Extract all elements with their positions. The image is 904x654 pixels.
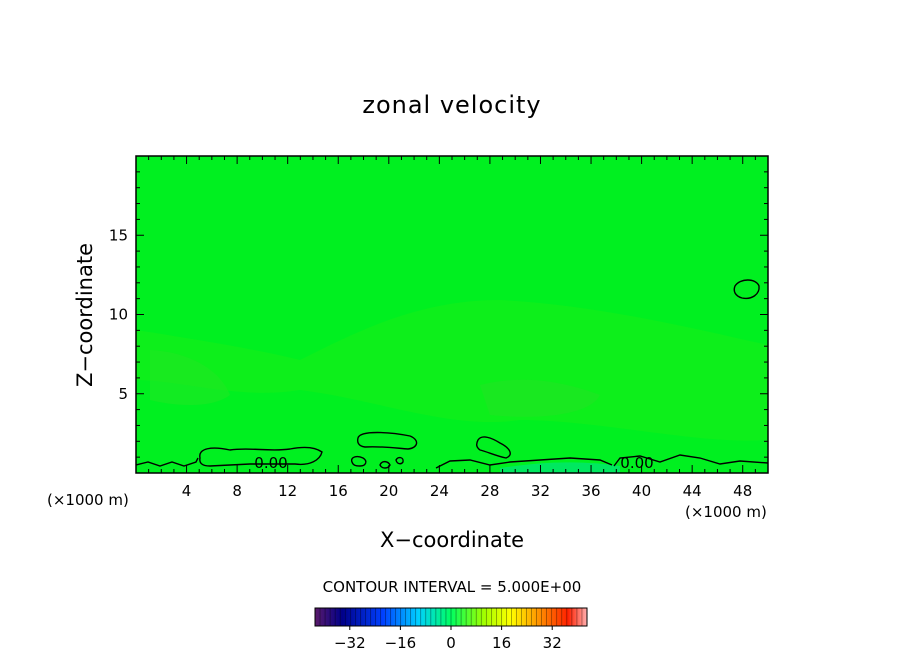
x-axis-label: X−coordinate <box>380 528 524 552</box>
chart-title: zonal velocity <box>362 91 541 119</box>
x-unit-right: (×1000 m) <box>685 503 767 521</box>
contour-line <box>199 446 323 467</box>
contour-line <box>475 436 511 459</box>
colorbar-tick-label: −32 <box>334 634 366 652</box>
x-tick-label: 8 <box>232 482 242 500</box>
x-tick-label: 16 <box>329 482 348 500</box>
velocity-field <box>136 156 768 473</box>
contour-line <box>733 279 760 300</box>
colorbar-tick-label: −16 <box>385 634 417 652</box>
contour-line <box>395 456 404 465</box>
x-tick-label: 40 <box>632 482 651 500</box>
contour-line <box>136 457 199 467</box>
contour-line <box>613 454 768 467</box>
field-patch <box>480 379 600 417</box>
y-axis-label: Z−coordinate <box>73 243 97 387</box>
contour-line <box>379 460 391 469</box>
x-tick-label: 24 <box>430 482 449 500</box>
colorbar-ticks: −32 −16 0 16 32 <box>334 626 562 652</box>
x-tick-label: 36 <box>581 482 600 500</box>
contour-label: 0.00 <box>254 454 287 472</box>
y-tick-label: 15 <box>109 226 128 244</box>
y-tick-label: 10 <box>109 306 128 324</box>
colorbar-tick-label: 16 <box>492 634 511 652</box>
x-tick-label: 12 <box>278 482 297 500</box>
x-tick-label: 4 <box>182 482 192 500</box>
contour-line <box>356 431 418 450</box>
contour-line <box>350 455 367 467</box>
x-tick-label: 20 <box>379 482 398 500</box>
x-unit-left: (×1000 m) <box>47 491 129 509</box>
y-tick-label: 5 <box>118 385 128 403</box>
contour-label: 0.00 <box>620 454 653 472</box>
x-tick-label: 48 <box>733 482 752 500</box>
colorbar-tick-label: 0 <box>446 634 456 652</box>
contour-line <box>435 457 613 469</box>
field-patch <box>500 462 620 473</box>
field-patch <box>136 300 768 441</box>
x-tick-label: 28 <box>480 482 499 500</box>
x-tick-label: 44 <box>683 482 702 500</box>
colorbar-stripes <box>319 608 583 626</box>
x-tick-label: 32 <box>531 482 550 500</box>
contour-lines <box>136 279 768 469</box>
field-patch <box>150 350 230 405</box>
contour-interval-text: CONTOUR INTERVAL = 5.000E+00 <box>323 578 582 596</box>
colorbar-tick-label: 32 <box>543 634 562 652</box>
